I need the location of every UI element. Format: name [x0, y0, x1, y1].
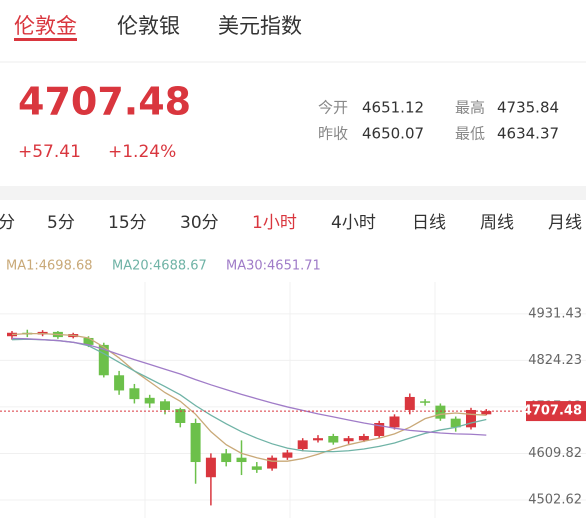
- tab[interactable]: 美元指数: [218, 14, 302, 38]
- period-tab[interactable]: 30分: [180, 213, 219, 233]
- candle-body: [328, 436, 339, 443]
- candle-body: [114, 375, 125, 391]
- candle-body: [221, 453, 232, 463]
- tab[interactable]: 伦敦金: [14, 14, 77, 38]
- tab[interactable]: 伦敦银: [117, 14, 180, 38]
- candle-body: [450, 418, 461, 428]
- period-tab[interactable]: 日线: [412, 213, 446, 233]
- candle-body: [389, 416, 400, 428]
- candle-body: [466, 409, 476, 428]
- candle-body: [358, 436, 369, 441]
- candle-body: [175, 409, 186, 423]
- candle-body: [420, 401, 431, 403]
- period-tab[interactable]: 月线: [548, 213, 582, 233]
- period-tab[interactable]: 1小时: [252, 213, 297, 233]
- stat-label: 昨收: [318, 125, 348, 143]
- y-tick-label: 4824.23: [528, 353, 582, 368]
- period-tab[interactable]: 周线: [480, 213, 514, 233]
- period-tab[interactable]: 4小时: [331, 213, 376, 233]
- last-price-label: 4707.48: [523, 404, 582, 419]
- stat-label: 最低: [455, 125, 485, 143]
- stat-value: 4650.07: [362, 125, 424, 143]
- candle-body: [267, 457, 278, 469]
- candle-body: [282, 452, 293, 458]
- candle-body: [83, 337, 94, 345]
- candle-body: [190, 422, 201, 463]
- candle-body: [481, 411, 492, 415]
- period-tab[interactable]: 5分: [47, 213, 75, 233]
- price: 4707.48: [18, 80, 191, 124]
- y-tick-label: 4609.82: [528, 446, 582, 461]
- candle-body: [129, 388, 140, 400]
- legend-entry: MA1:4698.68: [6, 259, 93, 274]
- candle-body: [435, 405, 446, 419]
- y-tick-label: 4502.62: [528, 492, 582, 507]
- stat-value: 4651.12: [362, 99, 424, 117]
- ma-line: [11, 332, 487, 462]
- change-pct: +1.24%: [108, 142, 176, 162]
- candle-body: [144, 397, 155, 404]
- ma-line: [11, 338, 487, 453]
- candle-body: [251, 466, 262, 470]
- period-tab[interactable]: 分: [0, 213, 15, 233]
- period-tab[interactable]: 15分: [108, 213, 147, 233]
- candle-body: [205, 457, 216, 478]
- ma-line: [11, 337, 487, 436]
- candle-body: [404, 396, 415, 410]
- candle-body: [374, 422, 385, 437]
- legend-entry: MA20:4688.67: [112, 259, 207, 274]
- legend-entry: MA30:4651.71: [226, 259, 321, 274]
- candle-body: [236, 457, 247, 463]
- candle-body: [313, 438, 323, 441]
- y-tick-label: 4931.43: [528, 306, 582, 321]
- stat-value: 4735.84: [497, 99, 559, 117]
- candle-body: [343, 438, 354, 442]
- candle-body: [297, 440, 308, 450]
- stat-value: 4634.37: [497, 125, 559, 143]
- stat-label: 最高: [455, 99, 485, 117]
- candle-body: [98, 344, 109, 376]
- separator-band: [0, 186, 586, 200]
- change: +57.41: [18, 142, 81, 162]
- stat-label: 今开: [318, 99, 348, 117]
- last-price-box: [526, 401, 586, 422]
- tab-underline: [14, 38, 77, 41]
- candle-body: [160, 401, 170, 410]
